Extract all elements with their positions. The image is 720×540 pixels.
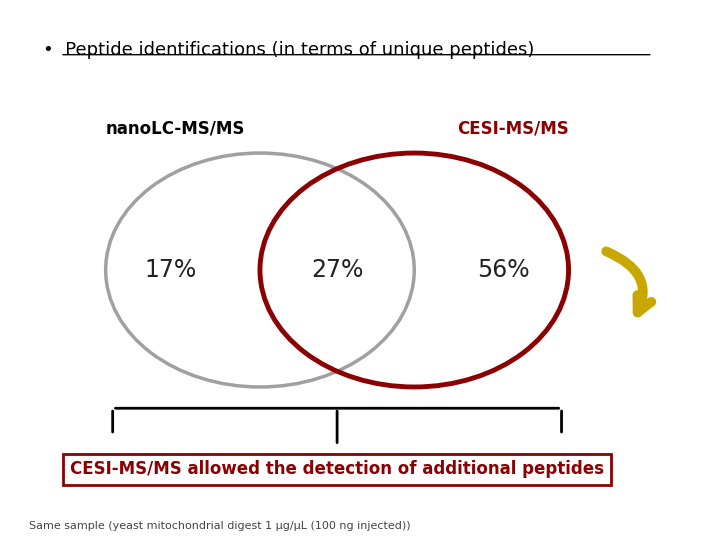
- Text: CESI-MS/MS: CESI-MS/MS: [456, 119, 569, 137]
- Text: Same sample (yeast mitochondrial digest 1 μg/μL (100 ng injected)): Same sample (yeast mitochondrial digest …: [29, 521, 410, 530]
- Text: 56%: 56%: [477, 258, 530, 282]
- Text: 17%: 17%: [144, 258, 197, 282]
- Text: 27%: 27%: [311, 258, 364, 282]
- Text: •  Peptide identifications (in terms of unique peptides): • Peptide identifications (in terms of u…: [42, 42, 534, 59]
- Text: CESI-MS/MS allowed the detection of additional peptides: CESI-MS/MS allowed the detection of addi…: [70, 461, 604, 478]
- Text: nanoLC-MS/MS: nanoLC-MS/MS: [106, 119, 245, 137]
